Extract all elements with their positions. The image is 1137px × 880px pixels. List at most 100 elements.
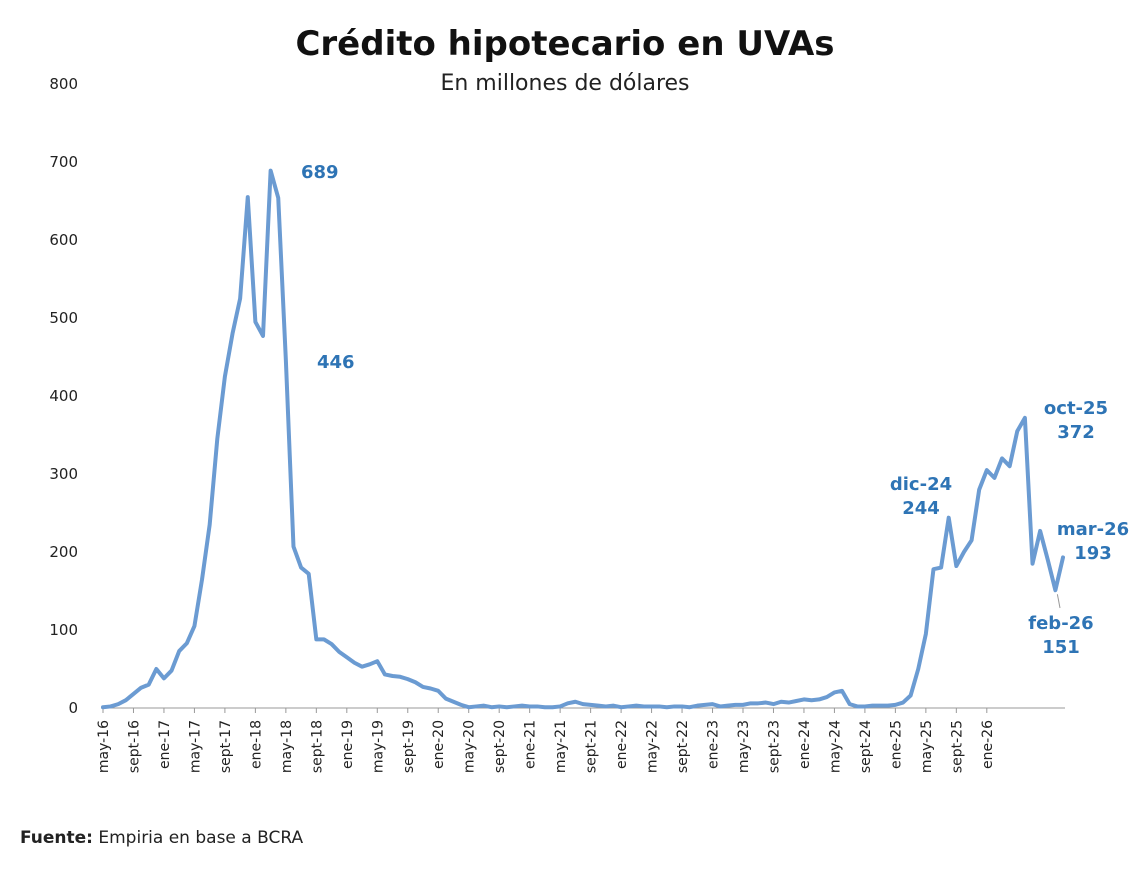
data-point [558,704,562,708]
data-point [535,704,539,708]
data-point [551,705,555,709]
data-point [261,334,265,338]
data-point [573,700,577,704]
data-point [253,320,257,324]
data-point [413,680,417,684]
data-point [711,702,715,706]
data-point [893,703,897,707]
data-point [771,702,775,706]
data-point [589,703,593,707]
data-point [208,523,212,527]
data-point [101,705,105,709]
x-tick-label: may-20 [462,720,478,773]
data-point [825,695,829,699]
data-point [139,686,143,690]
data-point [733,703,737,707]
data-point [703,703,707,707]
y-tick-label: 700 [49,153,78,171]
source-note: Fuente: Empiria en base a BCRA [20,828,303,848]
annotation-446: 446 [317,352,355,373]
data-point [810,698,814,702]
data-point [162,676,166,680]
data-point [1031,562,1035,566]
x-tick-label: sept-21 [584,720,600,773]
data-point [1023,416,1027,420]
data-point [154,667,158,671]
data-point [939,566,943,570]
data-point [284,358,288,362]
x-tick-label: sept-25 [949,720,965,773]
data-point [855,704,859,708]
x-tick-label: sept-19 [401,720,417,773]
x-tick-label: ene-20 [431,720,447,769]
data-point [916,667,920,671]
data-point [246,195,250,199]
data-point [131,692,135,696]
data-point [878,704,882,708]
data-point [695,704,699,708]
x-tick-label: sept-16 [126,720,142,773]
data-point [924,632,928,636]
x-tick-label: may-17 [187,720,203,773]
data-point [688,705,692,709]
annotation-mar-26-label: mar-26 [1057,519,1129,540]
data-point [391,674,395,678]
y-tick-label: 300 [49,465,78,483]
annotation-dic-24-label: dic-24 [890,474,952,495]
data-point [764,701,768,705]
annotation-feb-26-label: feb-26 [1028,613,1093,634]
data-point [970,538,974,542]
x-tick-label: may-24 [827,720,843,773]
data-point [802,697,806,701]
data-point [962,550,966,554]
data-point [718,704,722,708]
x-tick-label: ene-26 [980,720,996,769]
x-tick-label: ene-24 [797,720,813,769]
source-text: Empiria en base a BCRA [98,828,304,848]
y-tick-label: 600 [49,231,78,249]
data-point [406,677,410,681]
data-point [497,704,501,708]
annotation-oct-25-label: oct-25 [1044,398,1108,419]
data-point [1008,464,1012,468]
data-point [238,297,242,300]
x-tick-label: may-16 [96,720,112,773]
data-point [954,564,958,568]
y-axis: 0 100 200 300 400 500 600 700 800 [49,75,78,717]
data-point [322,637,326,641]
data-point [627,704,631,708]
x-tick-label: sept-20 [492,720,508,773]
data-point [1000,456,1004,460]
data-point [611,704,615,708]
data-point [192,624,196,628]
annotation-oct-25-value: 372 [1057,422,1095,443]
data-point [429,687,433,690]
x-tick-label: ene-17 [157,720,173,769]
x-tick-label: may-25 [919,720,935,773]
data-point [756,701,760,705]
data-point [352,661,356,665]
data-point [177,649,181,653]
x-tick-label: sept-22 [675,720,691,773]
data-point [451,700,455,704]
x-tick-label: may-22 [645,720,661,773]
data-point [383,672,387,676]
data-point [474,704,478,708]
data-point [871,704,875,708]
data-point [749,701,753,705]
data-point [490,705,494,709]
data-point [787,701,791,705]
data-point [909,694,913,698]
data-point [314,637,318,641]
data-point [147,683,151,687]
x-tick-label: ene-18 [248,720,264,769]
data-point [977,488,981,492]
annotation-689: 689 [301,162,339,183]
data-point [307,572,311,576]
data-point [185,641,189,645]
data-point [276,196,280,200]
data-point [109,704,113,708]
data-point [269,169,273,173]
data-point [1046,558,1050,562]
data-point [360,665,364,669]
